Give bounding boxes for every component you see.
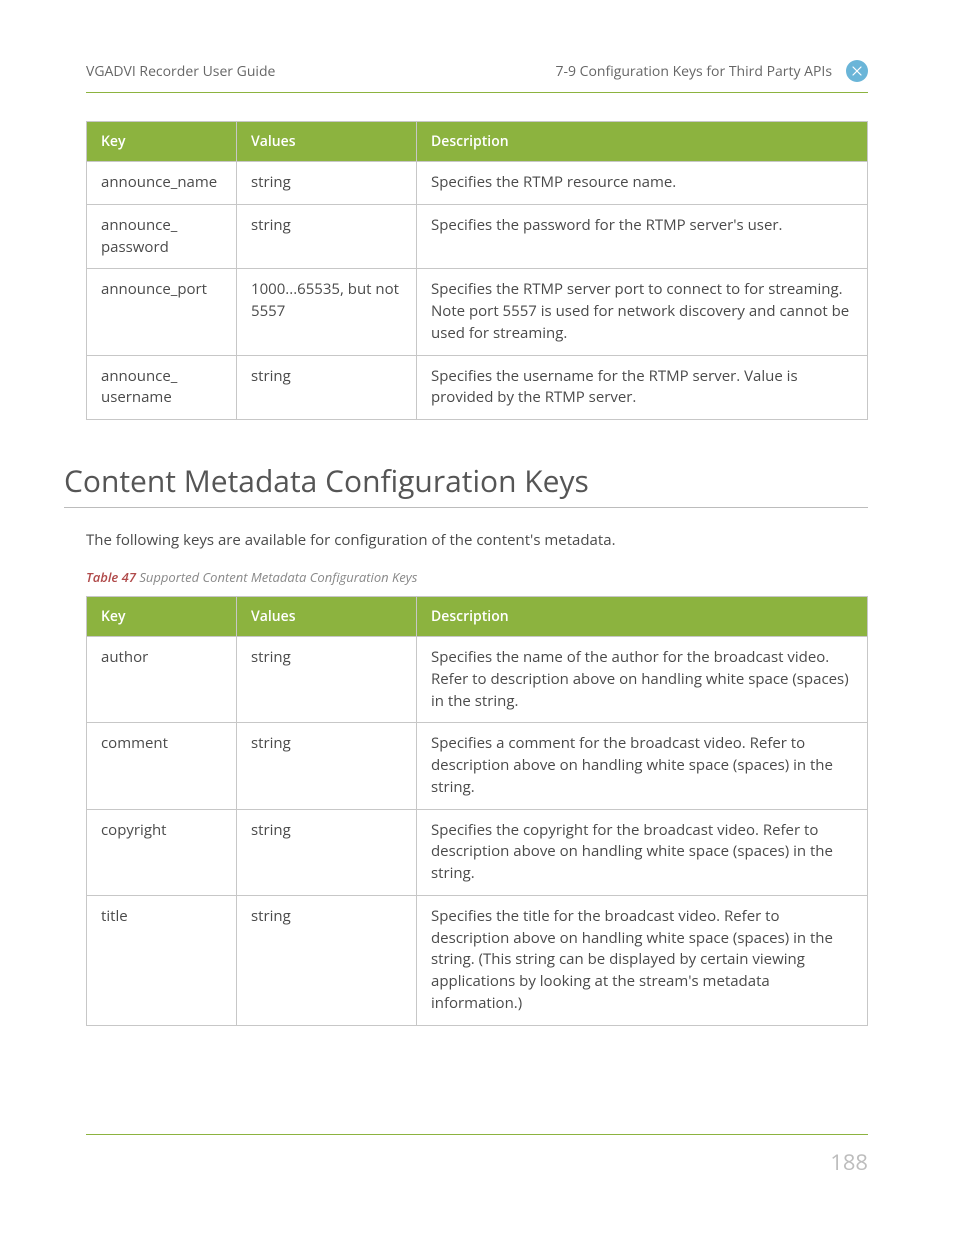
table-cell: announce_port xyxy=(87,269,237,355)
table-cell: Specifies the RTMP server port to connec… xyxy=(417,269,868,355)
table-cell: comment xyxy=(87,723,237,809)
table-cell: copyright xyxy=(87,809,237,895)
table-row: copyrightstringSpecifies the copyright f… xyxy=(87,809,868,895)
table-cell: string xyxy=(237,637,417,723)
table-cell: Specifies the title for the broadcast vi… xyxy=(417,895,868,1025)
t2-h-values: Values xyxy=(237,597,417,637)
t2-h-desc: Description xyxy=(417,597,868,637)
t1-h-key: Key xyxy=(87,122,237,162)
table-row: commentstringSpecifies a comment for the… xyxy=(87,723,868,809)
table-cell: string xyxy=(237,809,417,895)
table-cell: Specifies the name of the author for the… xyxy=(417,637,868,723)
table-cell: string xyxy=(237,162,417,205)
t1-body: announce_namestringSpecifies the RTMP re… xyxy=(87,162,868,420)
t2-h-key: Key xyxy=(87,597,237,637)
table-cell: author xyxy=(87,637,237,723)
section-intro: The following keys are available for con… xyxy=(86,530,868,550)
table-cell: string xyxy=(237,895,417,1025)
header-left: VGADVI Recorder User Guide xyxy=(86,62,275,81)
table-row: announce_ usernamestringSpecifies the us… xyxy=(87,355,868,420)
table-cell: string xyxy=(237,355,417,420)
table-row: announce_namestringSpecifies the RTMP re… xyxy=(87,162,868,205)
t1-h-values: Values xyxy=(237,122,417,162)
caption-label: Table 47 xyxy=(86,568,136,586)
table-cell: Specifies the username for the RTMP serv… xyxy=(417,355,868,420)
table-cell: string xyxy=(237,204,417,269)
table-cell: announce_ password xyxy=(87,204,237,269)
table-cell: Specifies the RTMP resource name. xyxy=(417,162,868,205)
section-heading: Content Metadata Configuration Keys xyxy=(64,460,868,508)
tools-icon xyxy=(846,60,868,82)
t1-h-desc: Description xyxy=(417,122,868,162)
table-cell: string xyxy=(237,723,417,809)
table-cell: announce_ username xyxy=(87,355,237,420)
page-header: VGADVI Recorder User Guide 7-9 Configura… xyxy=(86,60,868,93)
table-cell: title xyxy=(87,895,237,1025)
table-cell: announce_name xyxy=(87,162,237,205)
table-cell: Specifies a comment for the broadcast vi… xyxy=(417,723,868,809)
table-caption: Table 47 Supported Content Metadata Conf… xyxy=(86,568,868,586)
header-right-text: 7-9 Configuration Keys for Third Party A… xyxy=(556,62,833,81)
table-cell: Specifies the password for the RTMP serv… xyxy=(417,204,868,269)
caption-text: Supported Content Metadata Configuration… xyxy=(136,568,417,586)
table-row: titlestringSpecifies the title for the b… xyxy=(87,895,868,1025)
table-row: announce_port1000...65535, but not 5557S… xyxy=(87,269,868,355)
header-right-group: 7-9 Configuration Keys for Third Party A… xyxy=(556,60,869,82)
table-cell: 1000...65535, but not 5557 xyxy=(237,269,417,355)
table-row: authorstringSpecifies the name of the au… xyxy=(87,637,868,723)
rtmp-keys-table: Key Values Description announce_namestri… xyxy=(86,121,868,420)
metadata-keys-table: Key Values Description authorstringSpeci… xyxy=(86,596,868,1026)
page-number: 188 xyxy=(830,1147,868,1177)
t2-body: authorstringSpecifies the name of the au… xyxy=(87,637,868,1026)
table-row: announce_ passwordstringSpecifies the pa… xyxy=(87,204,868,269)
footer-rule xyxy=(86,1134,868,1135)
table-cell: Specifies the copyright for the broadcas… xyxy=(417,809,868,895)
